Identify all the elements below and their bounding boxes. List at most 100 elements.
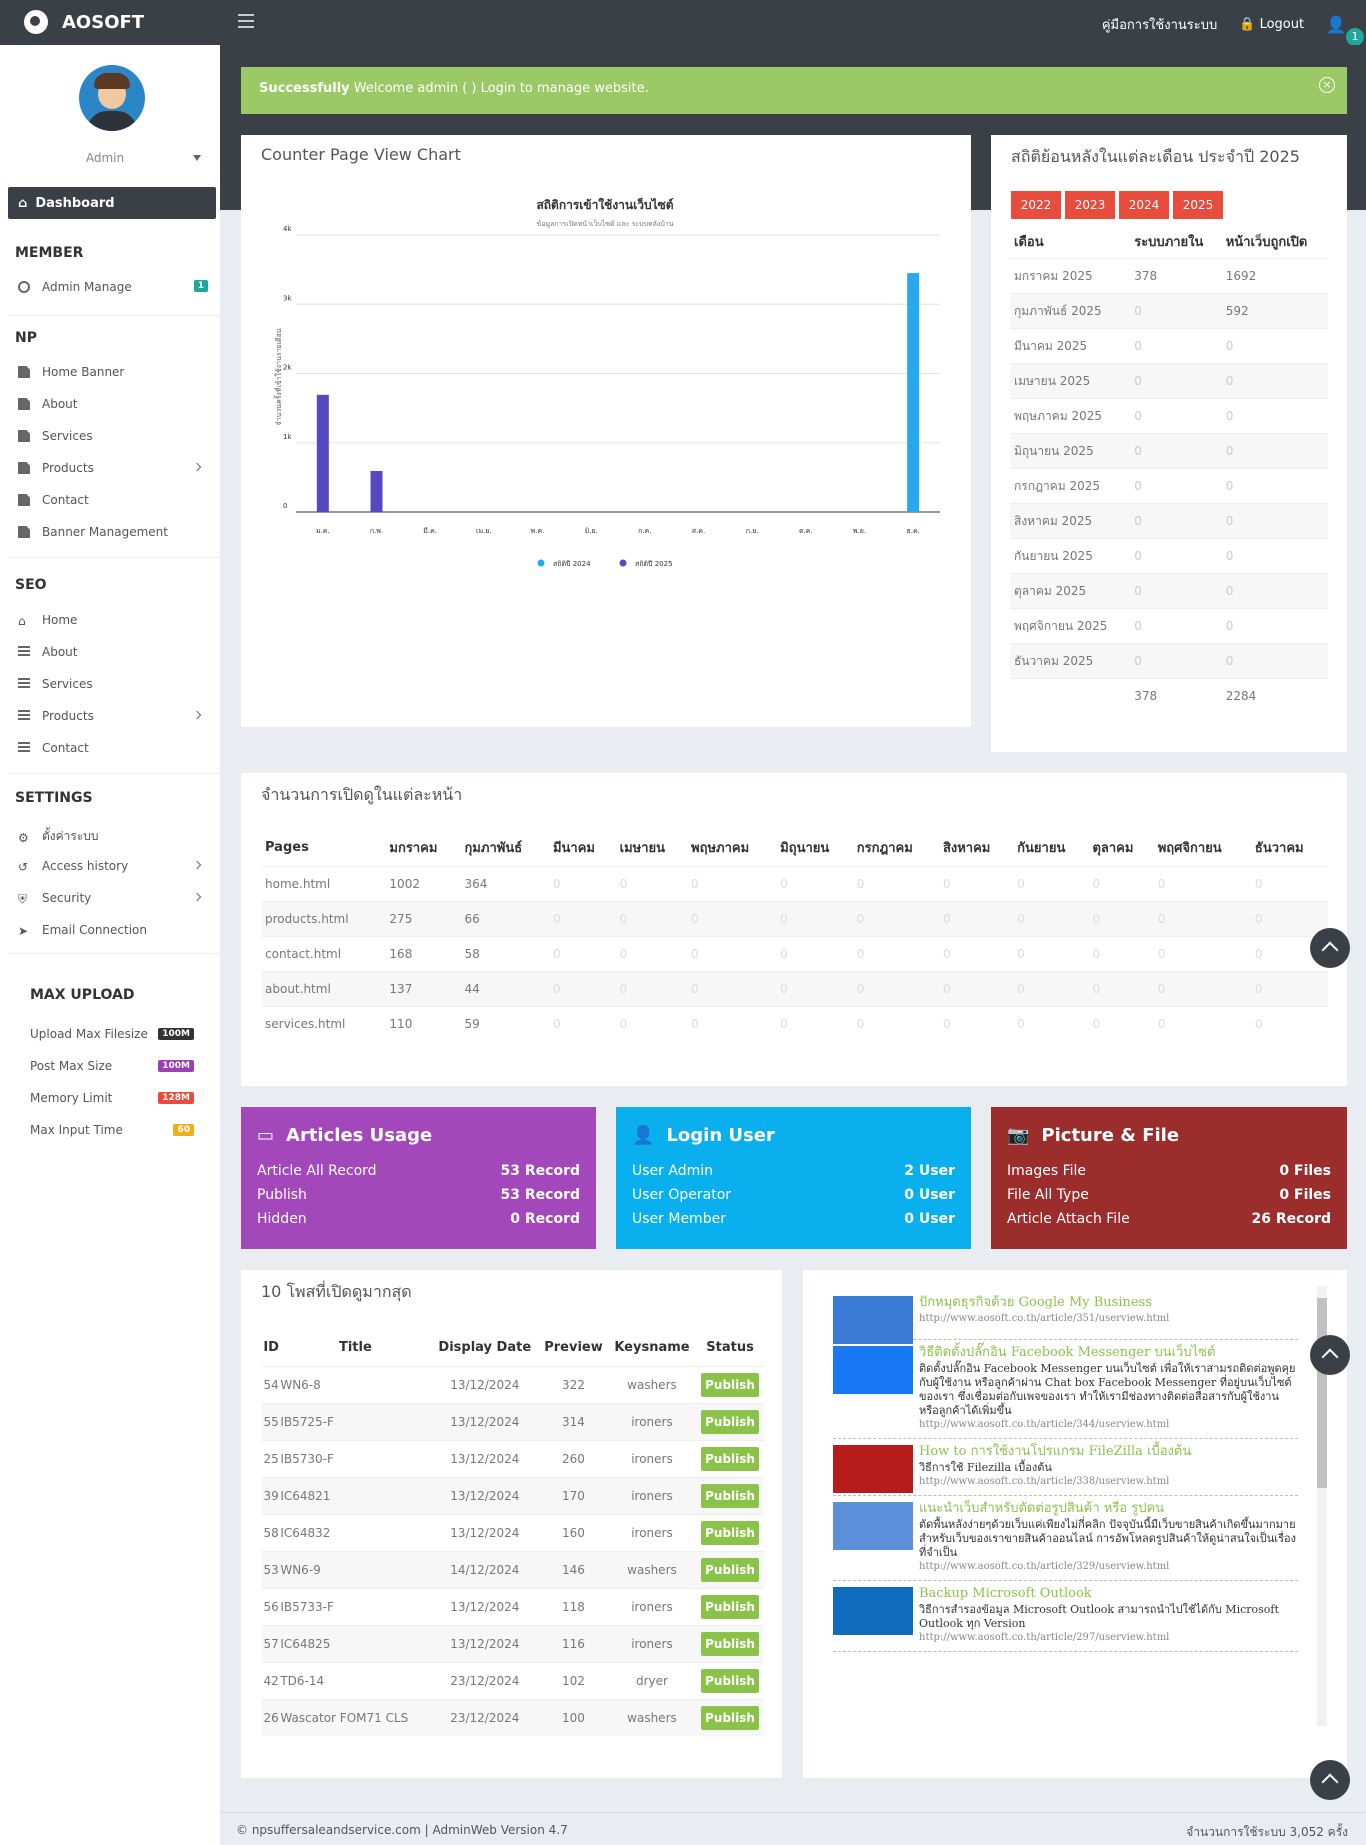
publish-button[interactable]: Publish xyxy=(701,1520,759,1545)
news-thumbnail[interactable] xyxy=(833,1502,913,1550)
news-item[interactable]: How to การใช้งานโปรแกรม FileZilla เบื้อง… xyxy=(833,1439,1298,1496)
sidebar-item-seo-services[interactable]: Services xyxy=(18,677,208,691)
sidebar-item-np-about[interactable]: About xyxy=(18,397,208,411)
table-cell: IB5730-F xyxy=(280,1439,431,1477)
sidebar-item-access-history[interactable]: ↺ Access history xyxy=(18,859,208,874)
chart-bar[interactable] xyxy=(316,394,329,512)
sidebar-item-dashboard[interactable]: ⌂ Dashboard xyxy=(8,187,216,219)
sidebar-item-np-home-banner[interactable]: Home Banner xyxy=(18,365,208,379)
publish-button[interactable]: Publish xyxy=(701,1372,759,1397)
news-url[interactable]: http://www.aosoft.co.th/article/351/user… xyxy=(919,1313,1170,1324)
sidebar-item-email-connection[interactable]: ➤ Email Connection xyxy=(18,923,208,938)
table-cell: ironers xyxy=(607,1513,697,1551)
table-cell: 275 xyxy=(386,900,462,936)
chart-bar[interactable] xyxy=(370,471,383,512)
sidebar-item-np-services[interactable]: Services xyxy=(18,429,208,443)
menu-toggle-icon[interactable] xyxy=(238,14,254,28)
table-cell: 25 xyxy=(262,1439,281,1477)
upload-label: Upload Max Filesize xyxy=(30,1027,148,1041)
publish-button[interactable]: Publish xyxy=(701,1409,759,1434)
table-cell: 110 xyxy=(386,1005,462,1041)
news-title[interactable]: ปักหมุดธุรกิจด้วย Google My Business xyxy=(919,1295,1152,1310)
news-thumbnail[interactable] xyxy=(833,1296,913,1344)
legend-marker xyxy=(537,559,545,567)
year-tab-2022[interactable]: 2022 xyxy=(1011,191,1061,219)
table-cell: 0 xyxy=(939,865,1015,901)
logout-link[interactable]: 🔒 Logout xyxy=(1239,17,1305,32)
sidebar-item-admin-manage[interactable]: Admin Manage 1 xyxy=(18,280,208,294)
scroll-top-button[interactable] xyxy=(1310,928,1350,968)
publish-button[interactable]: Publish xyxy=(701,1557,759,1582)
table-row: ตุลาคม 2025 0 0 xyxy=(1010,573,1328,609)
publish-button[interactable]: Publish xyxy=(701,1705,759,1730)
table-cell: 0 xyxy=(1089,900,1155,936)
news-title[interactable]: Backup Microsoft Outlook xyxy=(919,1586,1092,1601)
table-cell: dryer xyxy=(607,1661,697,1699)
upload-max-filesize: Upload Max Filesize 100M xyxy=(30,1027,194,1041)
sidebar-item-system-settings[interactable]: ⚙ ตั้งค่าระบบ xyxy=(18,827,208,846)
sidebar-item-security[interactable]: ⛨ Security xyxy=(18,891,208,906)
news-item[interactable]: Backup Microsoft Outlook วิธีการสำรองข้อม… xyxy=(833,1581,1298,1652)
stat-value: 0 Files xyxy=(1279,1163,1331,1179)
news-thumbnail[interactable] xyxy=(833,1587,913,1635)
news-item[interactable]: วิธีติดตั้งปลั๊กอิน Facebook Messenger บ… xyxy=(833,1340,1298,1439)
news-item[interactable]: แนะนำเว็บสำหรับตัดต่อรูปสินค้า หรือ รูปค… xyxy=(833,1496,1298,1581)
sidebar-item-seo-home[interactable]: ⌂ Home xyxy=(18,613,208,628)
publish-button[interactable]: Publish xyxy=(701,1483,759,1508)
year-tab-2024[interactable]: 2024 xyxy=(1119,191,1169,219)
sidebar-item-np-products[interactable]: Products xyxy=(18,461,208,475)
scroll-top-button[interactable] xyxy=(1310,1335,1350,1375)
legend-label[interactable]: สถิติปี 2025 xyxy=(635,560,673,568)
sidebar-item-np-banner-management[interactable]: Banner Management xyxy=(18,525,208,539)
close-icon[interactable]: × xyxy=(1319,77,1335,93)
news-thumbnail[interactable] xyxy=(833,1346,913,1394)
scroll-top-button[interactable] xyxy=(1310,1760,1350,1800)
sidebar-item-seo-contact[interactable]: Contact xyxy=(18,741,208,755)
gears-icon: ⚙ xyxy=(18,830,29,845)
table-cell: 0 xyxy=(1130,573,1222,609)
publish-button[interactable]: Publish xyxy=(701,1594,759,1619)
year-tab-2025[interactable]: 2025 xyxy=(1173,191,1223,219)
news-scrollbar[interactable] xyxy=(1317,1286,1327,1726)
table-cell: 100 xyxy=(539,1698,608,1736)
legend-label[interactable]: สถิติปี 2024 xyxy=(553,560,591,568)
news-thumbnail[interactable] xyxy=(833,1445,913,1493)
table-cell: IB5725-F xyxy=(280,1402,431,1440)
user-icon[interactable]: 👤 xyxy=(1326,15,1346,34)
table-cell: products.html xyxy=(262,900,387,936)
chart-bar[interactable] xyxy=(907,273,920,512)
column-header: มีนาคม xyxy=(552,841,595,857)
news-title[interactable]: How to การใช้งานโปรแกรม FileZilla เบื้อง… xyxy=(919,1444,1192,1459)
table-row: 56 IB5733-F 13/12/2024 118 ironers Publish xyxy=(262,1587,764,1625)
x-tick-label: มี.ค. xyxy=(423,527,437,535)
table-cell: 170 xyxy=(539,1476,608,1514)
table-cell: 0 xyxy=(549,970,617,1006)
table-cell: ironers xyxy=(607,1624,697,1662)
year-tab-2023[interactable]: 2023 xyxy=(1065,191,1115,219)
manual-link[interactable]: คู่มือการใช้งานระบบ xyxy=(1101,18,1218,33)
news-title[interactable]: แนะนำเว็บสำหรับตัดต่อรูปสินค้า หรือ รูปค… xyxy=(919,1501,1165,1516)
brand[interactable]: AOSOFT xyxy=(24,10,144,34)
news-url[interactable]: http://www.aosoft.co.th/article/297/user… xyxy=(919,1632,1170,1643)
news-url[interactable]: http://www.aosoft.co.th/article/344/user… xyxy=(919,1419,1170,1430)
table-cell: 0 xyxy=(1251,865,1328,901)
admin-name[interactable]: Admin xyxy=(85,151,125,165)
publish-button[interactable]: Publish xyxy=(701,1631,759,1656)
table-cell: 0 xyxy=(1221,433,1328,469)
table-cell: 0 xyxy=(1154,900,1252,936)
news-title[interactable]: วิธีติดตั้งปลั๊กอิน Facebook Messenger บ… xyxy=(919,1345,1216,1360)
news-url[interactable]: http://www.aosoft.co.th/article/329/user… xyxy=(919,1561,1170,1572)
chevron-down-icon[interactable] xyxy=(193,155,201,161)
section-member: MEMBER xyxy=(15,245,84,261)
news-url[interactable]: http://www.aosoft.co.th/article/338/user… xyxy=(919,1476,1170,1487)
sidebar-item-np-contact[interactable]: Contact xyxy=(18,493,208,507)
news-item[interactable]: ปักหมุดธุรกิจด้วย Google My Business http… xyxy=(833,1290,1298,1344)
sidebar-item-seo-products[interactable]: Products xyxy=(18,709,208,723)
table-row: about.html 137 44 0 0 0 0 0 0 0 0 0 0 xyxy=(262,970,1328,1006)
table-cell: 137 xyxy=(386,970,462,1006)
table-cell: 0 xyxy=(1221,468,1328,504)
publish-button[interactable]: Publish xyxy=(701,1446,759,1471)
table-cell: 0 xyxy=(616,1005,689,1041)
publish-button[interactable]: Publish xyxy=(701,1668,759,1693)
sidebar-item-seo-about[interactable]: About xyxy=(18,645,208,659)
